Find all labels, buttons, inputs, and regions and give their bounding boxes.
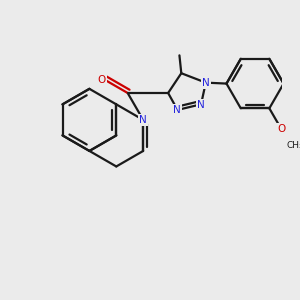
Text: O: O xyxy=(278,124,286,134)
Text: O: O xyxy=(98,75,106,85)
Text: N: N xyxy=(139,115,147,125)
Text: N: N xyxy=(202,78,210,88)
Text: N: N xyxy=(197,100,205,110)
Text: CH₃: CH₃ xyxy=(286,140,300,149)
Text: N: N xyxy=(173,105,181,115)
